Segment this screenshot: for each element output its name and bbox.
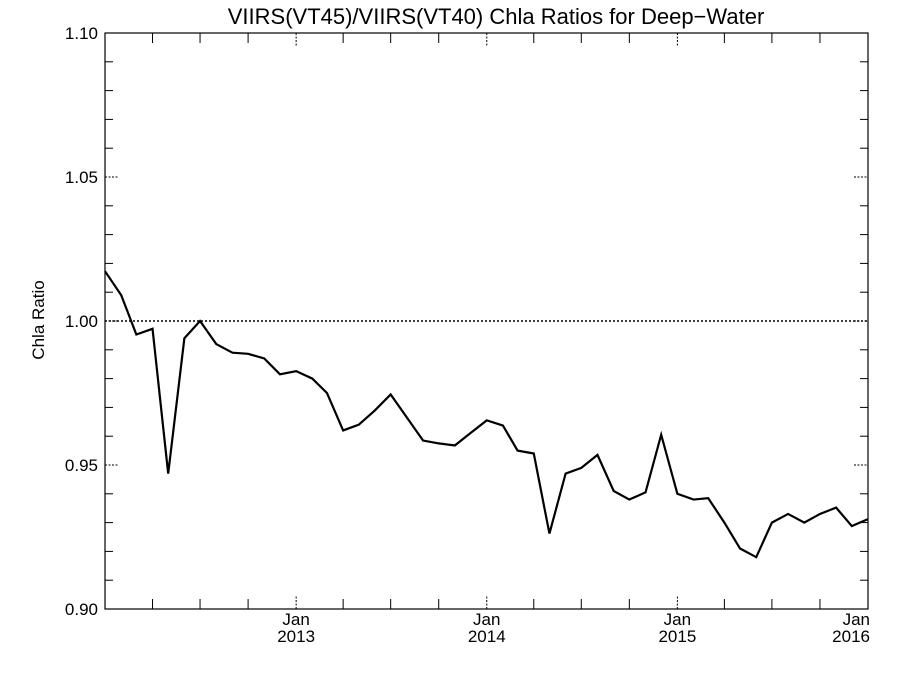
axes [104, 32, 869, 610]
x-tick-label-year: 2014 [468, 627, 506, 646]
x-tick-label-year: 2013 [277, 627, 315, 646]
y-tick-label: 1.10 [65, 24, 98, 43]
series [104, 270, 869, 559]
y-axis-label: Chla Ratio [29, 280, 48, 359]
x-tick-label-month: Jan [664, 610, 691, 629]
x-tick-label-year: 2015 [658, 627, 696, 646]
ticks: 0.900.951.001.051.10Jan2013Jan2014Jan201… [65, 24, 870, 646]
y-tick-label: 0.90 [65, 600, 98, 619]
y-tick-label: 1.05 [65, 168, 98, 187]
chart-title: VIIRS(VT45)/VIIRS(VT40) Chla Ratios for … [228, 4, 765, 29]
y-tick-label: 1.00 [65, 312, 98, 331]
x-tick-label-month: Jan [473, 610, 500, 629]
x-tick-label-year: 2016 [832, 627, 870, 646]
x-tick-label-month: Jan [843, 610, 870, 629]
y-tick-label: 0.95 [65, 456, 98, 475]
x-tick-label-month: Jan [282, 610, 309, 629]
series-line [104, 270, 869, 559]
